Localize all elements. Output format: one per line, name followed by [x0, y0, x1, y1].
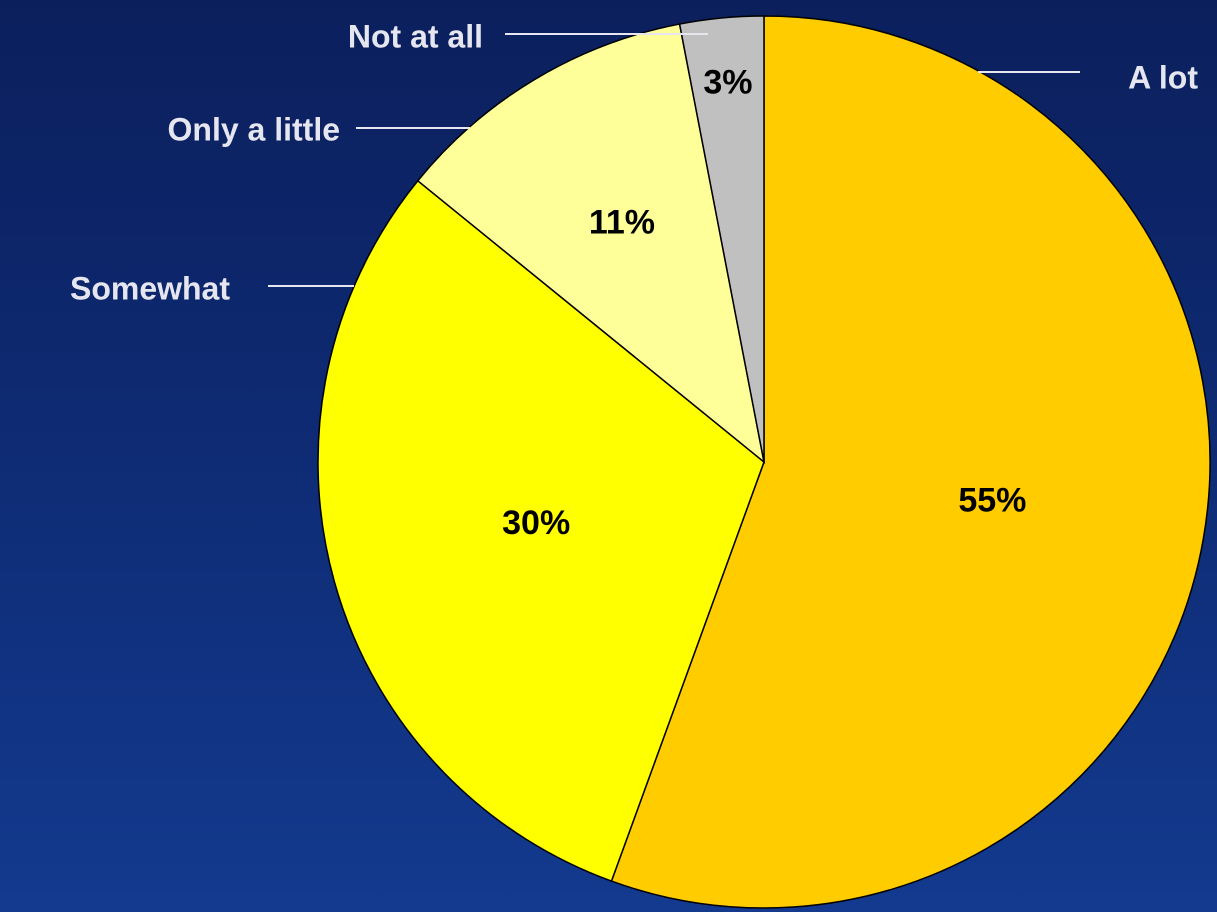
- category-label-only-a-little: Only a little: [168, 111, 340, 147]
- value-label-not-at-all: 3%: [703, 64, 752, 102]
- value-label-a-lot: 55%: [958, 481, 1026, 519]
- value-label-somewhat: 30%: [502, 504, 570, 542]
- category-label-somewhat: Somewhat: [70, 270, 230, 306]
- value-label-only-a-little: 11%: [589, 204, 655, 242]
- pie-slice-only-a-little: [416, 23, 766, 464]
- pie-slice-somewhat: [317, 179, 765, 883]
- pie-slice-a-lot: [610, 15, 1211, 909]
- pie-slices: [317, 15, 1211, 909]
- value-labels: 55% 30% 11% 3%: [502, 64, 1026, 542]
- category-label-not-at-all: Not at all: [348, 18, 483, 54]
- pie-slice-not-at-all: [678, 15, 765, 463]
- leader-lines: [268, 33, 1080, 287]
- category-labels: A lot Somewhat Only a little Not at all: [70, 18, 1198, 306]
- category-label-a-lot: A lot: [1128, 59, 1198, 95]
